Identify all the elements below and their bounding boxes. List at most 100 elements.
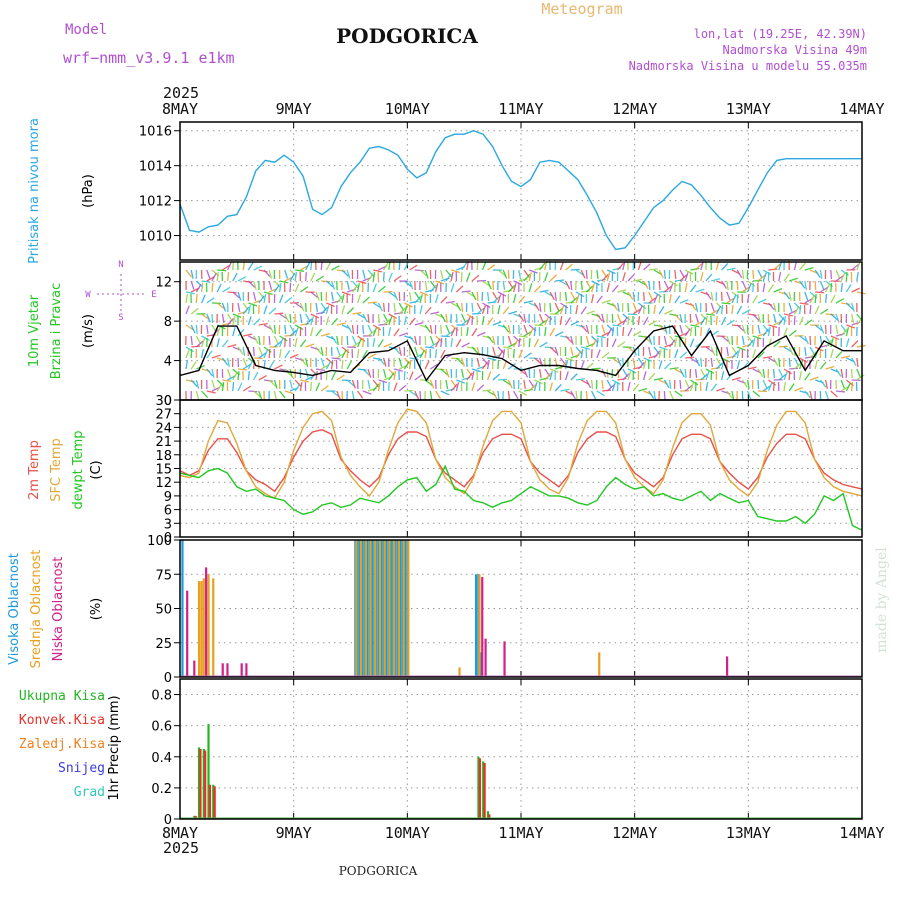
wind-barb xyxy=(367,353,377,359)
wind-barb xyxy=(507,284,516,293)
wind-barb xyxy=(726,319,735,326)
wind-barb xyxy=(720,304,724,315)
wind-barb xyxy=(825,313,835,316)
wind-barb xyxy=(185,269,193,278)
wind-barb xyxy=(289,368,293,378)
wind-barb xyxy=(809,335,812,346)
wind-barb xyxy=(409,317,416,326)
wind-barb xyxy=(856,261,861,271)
wind-barb xyxy=(736,324,745,332)
wind-barb xyxy=(367,379,371,389)
wind-barb xyxy=(560,302,569,309)
wind-barb xyxy=(408,359,412,370)
wind-barb xyxy=(606,283,610,293)
wind-barb xyxy=(377,313,380,324)
y-tick-label: 75 xyxy=(155,568,172,583)
wind-barb xyxy=(429,324,433,334)
wind-barb xyxy=(216,338,220,348)
wind-barb xyxy=(638,388,648,392)
wind-barb xyxy=(268,348,271,359)
wind-barb xyxy=(336,374,345,381)
wind-barb xyxy=(294,271,298,282)
wind-barb xyxy=(476,331,486,337)
wind-barb xyxy=(840,385,850,392)
wind-barb xyxy=(757,351,765,359)
wind-barb xyxy=(507,335,512,345)
wind-barb xyxy=(430,363,439,370)
wind-barb xyxy=(284,350,291,359)
wind-barb xyxy=(575,291,585,298)
wind-barb xyxy=(819,280,825,290)
wind-barb xyxy=(216,327,221,337)
wind-barb xyxy=(689,284,697,293)
wind-barb xyxy=(497,390,500,401)
wind-barb xyxy=(830,349,834,359)
wind-barb xyxy=(190,324,196,334)
wind-barb xyxy=(393,328,400,337)
wind-barb xyxy=(201,294,206,304)
wind-barb xyxy=(799,357,808,363)
wind-barb xyxy=(798,360,804,370)
wind-barb xyxy=(648,372,656,381)
wind-barb xyxy=(695,378,705,381)
precipitation-panel: 0 0.2 0.4 0.6 0.8 xyxy=(151,678,863,828)
wind-barb xyxy=(226,271,230,282)
wind-barb xyxy=(435,338,441,348)
wind-barb xyxy=(825,365,835,370)
wind-barb xyxy=(466,368,473,377)
model-elevation-text: Nadmorska Visina u modelu 55.035m xyxy=(629,59,867,73)
wind-barb xyxy=(320,346,324,356)
wind-barb xyxy=(346,335,349,346)
wind-barb xyxy=(330,359,334,370)
bar xyxy=(197,747,201,819)
wind-barb xyxy=(331,390,340,398)
wind-barb xyxy=(455,285,464,293)
wind-barb xyxy=(518,337,521,348)
wind-barb xyxy=(383,342,393,348)
wind-barb xyxy=(798,371,802,381)
wind-barb xyxy=(752,335,762,340)
wind-barb xyxy=(300,286,309,293)
wind-barb xyxy=(305,261,311,271)
wind-barb xyxy=(845,271,848,282)
wind-barb xyxy=(711,366,721,370)
wind-barb xyxy=(247,360,253,370)
y-tick-label: 15 xyxy=(155,463,172,478)
wind-barb xyxy=(746,379,750,389)
wind-barb xyxy=(190,335,193,346)
wind-barb xyxy=(736,349,741,359)
wind-barb xyxy=(794,386,803,392)
wind-barb xyxy=(503,346,513,350)
wind-barb xyxy=(523,300,533,304)
bar xyxy=(388,540,391,677)
wind-barb xyxy=(684,328,691,337)
wind-barb xyxy=(403,280,412,288)
wind-barb xyxy=(258,352,267,359)
wind-barb xyxy=(195,390,200,400)
bar xyxy=(402,540,405,677)
wind-barb xyxy=(299,339,307,348)
bar xyxy=(193,660,196,677)
wind-barb xyxy=(554,331,564,337)
wind-barb xyxy=(653,324,663,328)
wind-barb xyxy=(237,276,247,282)
wind-barb xyxy=(596,390,605,397)
wind-barb xyxy=(700,316,706,326)
wind-barb xyxy=(726,346,729,356)
wind-barb xyxy=(721,316,727,326)
wind-barb xyxy=(258,335,261,346)
wind-barb xyxy=(304,271,308,282)
wind-barb xyxy=(674,390,683,397)
wind-barb xyxy=(258,374,267,381)
wind-barb xyxy=(466,291,475,298)
wind-barb xyxy=(217,269,227,272)
wind-barb xyxy=(373,269,383,273)
wind-barb xyxy=(237,346,244,355)
wind-barb xyxy=(596,278,606,282)
wind-barb xyxy=(222,264,231,271)
wind-barb xyxy=(840,272,846,282)
wind-barb xyxy=(523,324,528,334)
wind-barb xyxy=(367,313,370,324)
wind-barb xyxy=(726,267,736,271)
wind-barb xyxy=(440,313,447,322)
